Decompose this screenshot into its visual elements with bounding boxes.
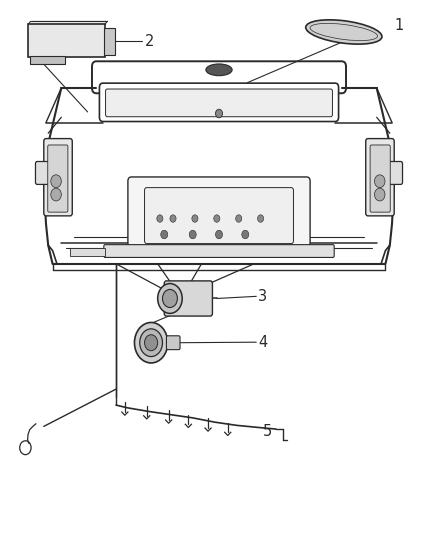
Circle shape [215, 109, 223, 118]
Circle shape [157, 215, 163, 222]
FancyBboxPatch shape [104, 245, 334, 257]
Circle shape [242, 230, 249, 239]
FancyBboxPatch shape [48, 145, 68, 212]
FancyBboxPatch shape [370, 145, 390, 212]
Circle shape [215, 230, 223, 239]
Circle shape [189, 230, 196, 239]
FancyBboxPatch shape [30, 56, 65, 64]
Circle shape [51, 188, 61, 201]
Circle shape [161, 230, 168, 239]
Text: 1: 1 [394, 18, 403, 33]
FancyBboxPatch shape [128, 177, 310, 247]
FancyBboxPatch shape [70, 248, 105, 256]
Ellipse shape [306, 20, 382, 44]
Circle shape [51, 175, 61, 188]
Circle shape [214, 215, 220, 222]
FancyBboxPatch shape [145, 188, 293, 244]
Circle shape [236, 215, 242, 222]
FancyBboxPatch shape [92, 61, 346, 93]
Circle shape [158, 284, 182, 313]
Text: 3: 3 [258, 289, 268, 304]
Circle shape [258, 215, 264, 222]
Circle shape [374, 175, 385, 188]
Circle shape [134, 322, 168, 363]
Circle shape [192, 215, 198, 222]
Ellipse shape [206, 64, 232, 76]
FancyBboxPatch shape [28, 24, 105, 57]
FancyBboxPatch shape [379, 161, 403, 184]
FancyBboxPatch shape [106, 89, 332, 117]
Circle shape [140, 329, 162, 357]
FancyBboxPatch shape [366, 139, 394, 216]
Circle shape [162, 289, 177, 308]
Text: 2: 2 [145, 34, 154, 49]
FancyBboxPatch shape [166, 336, 180, 350]
Circle shape [374, 188, 385, 201]
FancyBboxPatch shape [44, 139, 72, 216]
FancyBboxPatch shape [164, 281, 212, 316]
Circle shape [145, 335, 158, 351]
FancyBboxPatch shape [104, 28, 115, 55]
FancyBboxPatch shape [99, 83, 339, 122]
Text: 5: 5 [263, 424, 272, 439]
FancyBboxPatch shape [35, 161, 59, 184]
Circle shape [170, 215, 176, 222]
Text: 4: 4 [258, 335, 268, 350]
